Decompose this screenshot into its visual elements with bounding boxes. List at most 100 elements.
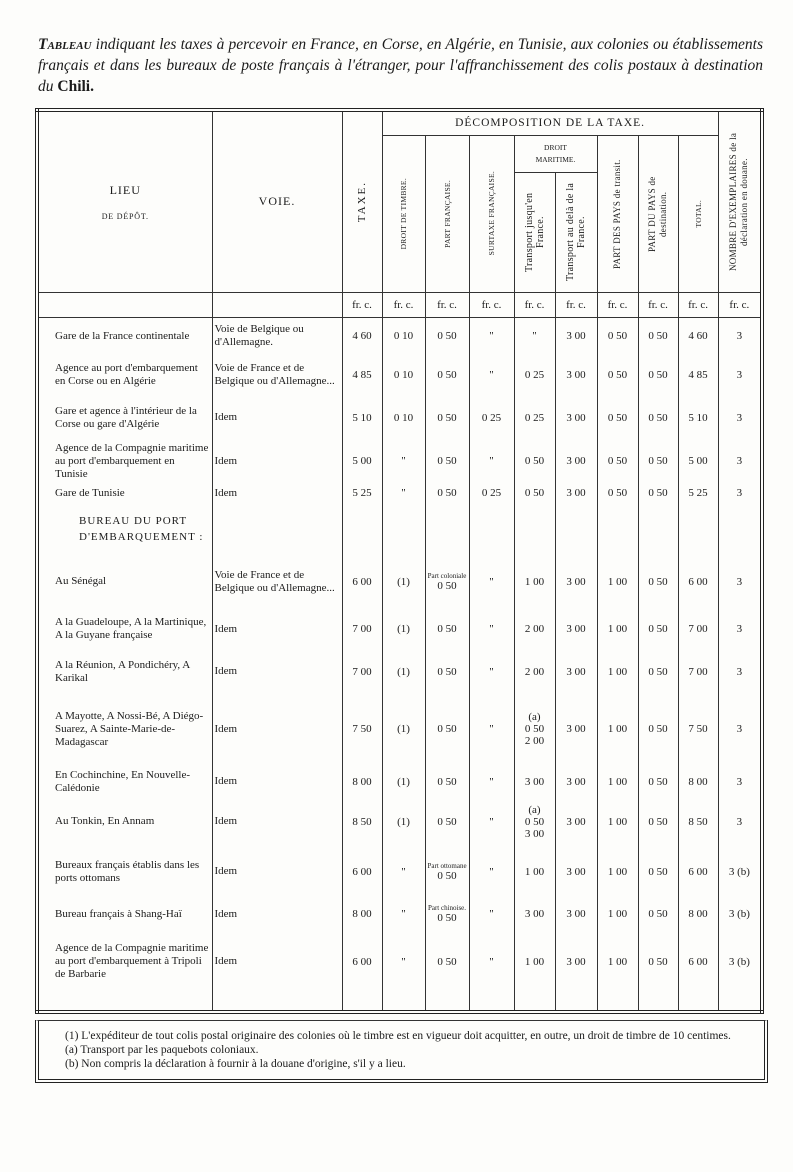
cell: 0 50: [596, 440, 639, 482]
cell: 7 00: [341, 649, 383, 694]
cell-value: ": [489, 455, 494, 467]
cell: 1 00: [596, 799, 639, 844]
cell-value: 5 00: [352, 455, 372, 467]
cell-line: (a): [528, 711, 541, 723]
cell: 0 50: [424, 440, 470, 482]
header-decomposition: DÉCOMPOSITION DE LA TAXE.: [381, 109, 719, 136]
cell: 3 00: [554, 929, 598, 994]
voie: Idem: [211, 929, 343, 994]
cell-value: ": [489, 723, 494, 735]
empty-cell: [468, 504, 515, 554]
cell: 0 50: [637, 694, 679, 764]
title-lead: Tableau: [38, 36, 92, 53]
cell: 0 50: [637, 440, 679, 482]
empty-cell: [554, 994, 598, 1012]
table-row: A la Guadeloupe, A la Martinique, A la G…: [36, 609, 763, 649]
voie: Voie de France et de Belgique ou d'Allem…: [211, 355, 343, 395]
cell-value: 3 00: [566, 665, 586, 678]
cell: 3 00: [513, 899, 556, 929]
cell-value: 0 50: [437, 665, 457, 678]
cell-value: ": [489, 908, 494, 920]
lieu: Gare de Tunisie: [36, 482, 213, 504]
cell-value: 2 00: [524, 623, 545, 635]
cell: ": [468, 844, 515, 899]
cell-value: 0 50: [607, 369, 628, 381]
cell: (1): [381, 649, 426, 694]
cell: 7 50: [677, 694, 719, 764]
cell-value: (1): [397, 775, 410, 788]
cell-value: 3: [736, 487, 743, 499]
cell: 1 00: [596, 649, 639, 694]
footnote: (b) Non compris la déclaration à fournir…: [65, 1058, 406, 1070]
cell-value: 1 00: [607, 908, 628, 920]
cell-value: 7 00: [688, 623, 708, 635]
table-row: Agence de la Compagnie maritime au port …: [36, 440, 763, 482]
voie: Idem: [211, 395, 343, 440]
cell-value: 0 25: [481, 487, 502, 499]
cell-value: 0 50: [437, 487, 457, 499]
header-cell: PART FRANÇAISE.: [424, 134, 470, 293]
cell-value: 0 50: [648, 411, 668, 424]
voie: Idem: [211, 694, 343, 764]
empty-cell: [211, 504, 343, 554]
cell: 0 50: [596, 317, 639, 355]
cell-value: 3: [736, 665, 743, 678]
cell: 3: [717, 649, 763, 694]
cell-value: 1 00: [524, 865, 545, 878]
cell: 0 50: [637, 764, 679, 799]
cell-value: 0 50: [648, 575, 668, 588]
cell-value: 5 10: [688, 411, 708, 424]
cell: 5 25: [677, 482, 719, 504]
cell-value: 0 50: [648, 723, 668, 735]
cell: 0 50: [637, 609, 679, 649]
cell: 1 00: [513, 554, 556, 609]
cell: 0 50: [637, 482, 679, 504]
cell: 0 50: [637, 799, 679, 844]
title-text: indiquant les taxes à percevoir en Franc…: [38, 36, 763, 95]
table-row: [36, 994, 763, 1012]
voie: Idem: [211, 440, 343, 482]
cell-value: 3 00: [566, 455, 586, 467]
cell-value: 0 50: [437, 723, 457, 735]
cell-value: 0 25: [524, 369, 545, 381]
cell: 0 50: [424, 764, 470, 799]
header-text: TAXE.: [355, 181, 368, 223]
cell: 3 00: [513, 764, 556, 799]
cell: 3: [717, 764, 763, 799]
table-body: fr. c. fr. c. fr. c. fr. c. fr. c. fr. c. fr. …: [36, 292, 763, 1012]
cell-value: 3 00: [524, 908, 545, 920]
cell: 3 00: [554, 554, 598, 609]
table-row: En Cochinchine, En Nouvelle-Calédonie Ide…: [36, 764, 763, 799]
cell-value: 0 50: [437, 330, 457, 343]
header-text: SURTAXE FRANÇAISE.: [487, 171, 496, 256]
cell: 3: [717, 694, 763, 764]
cell-value: 0 50: [437, 411, 457, 424]
cell: 3 00: [554, 844, 598, 899]
cell-value: 0 10: [393, 330, 414, 343]
lieu: Agence de la Compagnie maritime au port …: [36, 440, 213, 482]
cell-value: 0 50: [648, 455, 668, 467]
cell-value: ": [489, 369, 494, 381]
header-text: VOIE.: [258, 194, 296, 209]
cell: 0 50: [596, 395, 639, 440]
voie: Idem: [211, 764, 343, 799]
cell-value: 3: [736, 623, 743, 635]
voie: Idem: [211, 609, 343, 649]
lieu: Au Sénégal: [36, 554, 213, 609]
empty-cell: [424, 994, 470, 1012]
cell-value: 6 00: [352, 955, 372, 968]
title: Tableau indiquant les taxes à percevoir …: [38, 34, 763, 97]
cell-value: ": [489, 575, 494, 588]
cell-value: 0 25: [481, 411, 502, 424]
header-text: TOTAL.: [693, 199, 703, 228]
cell-value: (1): [397, 723, 410, 735]
cell-value: 0 50: [437, 579, 457, 592]
cell: 2 00: [513, 649, 556, 694]
cell-value: 3 (b): [728, 865, 750, 878]
cell-value: ": [489, 775, 494, 788]
cell-value: ": [489, 955, 494, 968]
cell: (a) 0 50 3 00: [513, 799, 556, 844]
cell-value: 1 00: [524, 955, 545, 968]
lieu: A la Réunion, A Pondichéry, A Karikal: [36, 649, 213, 694]
header-lieu: LIEU DE DÉPÔT.: [36, 109, 213, 293]
